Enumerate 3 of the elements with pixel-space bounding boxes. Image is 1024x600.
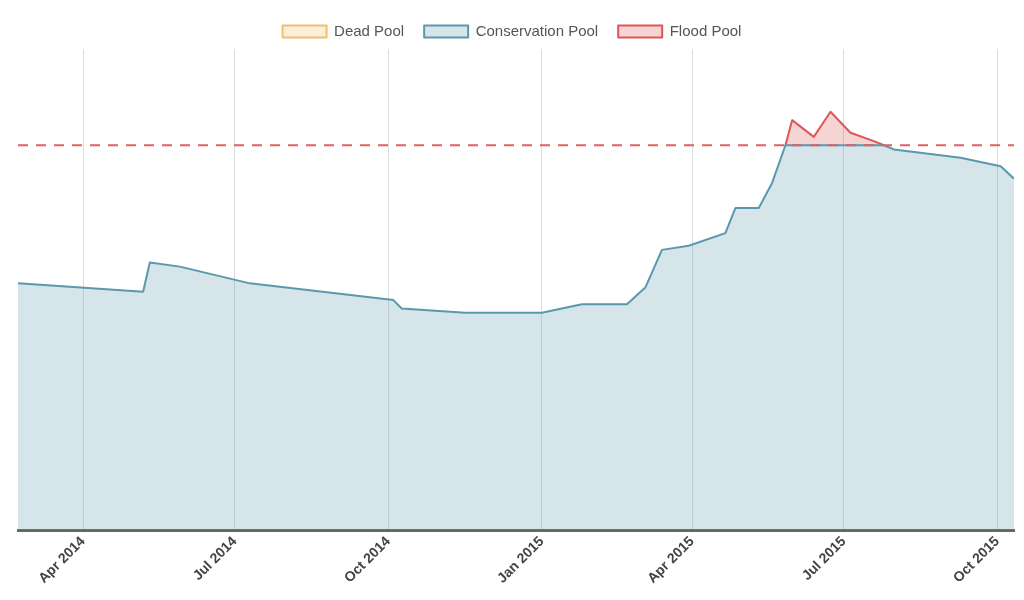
legend-label: Flood Pool — [669, 21, 742, 39]
legend-label: Dead Pool — [334, 21, 405, 39]
legend-label: Conservation Pool — [475, 21, 599, 39]
